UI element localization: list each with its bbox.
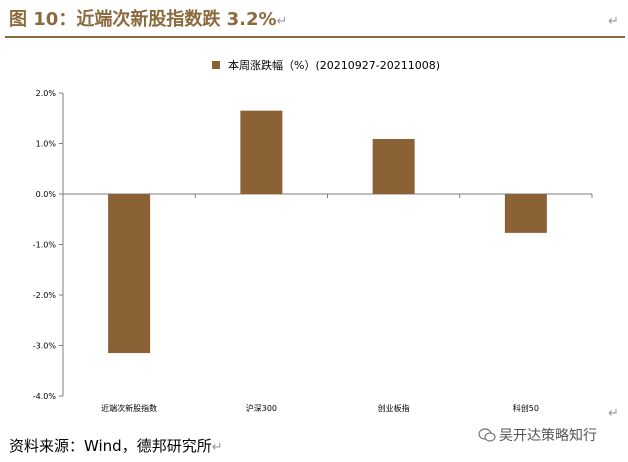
y-tick-label: -1.0% bbox=[33, 241, 57, 250]
y-tick-label: 0.0% bbox=[36, 190, 57, 199]
source-return-mark-icon: ↵ bbox=[211, 440, 223, 455]
source-text: 资料来源：Wind，德邦研究所 bbox=[9, 437, 212, 455]
figure-title-text: 图 10：近端次新股指数跌 3.2% bbox=[9, 9, 277, 30]
side-return-mark-icon: ↵ bbox=[608, 14, 619, 29]
side-return-mark-icon-2: ↵ bbox=[608, 406, 619, 421]
bar bbox=[372, 138, 415, 194]
x-tick-label: 沪深300 bbox=[246, 403, 277, 413]
legend-label: 本周涨跌幅（%）(20210927-20211008) bbox=[228, 58, 440, 72]
y-tick-label: -2.0% bbox=[33, 291, 57, 300]
figure-title: 图 10：近端次新股指数跌 3.2%↵ bbox=[9, 5, 287, 31]
legend: 本周涨跌幅（%）(20210927-20211008) bbox=[212, 58, 440, 72]
legend-swatch bbox=[212, 61, 220, 69]
return-mark-icon: ↵ bbox=[276, 14, 288, 29]
bar-layer bbox=[108, 110, 547, 354]
y-tick-label: -4.0% bbox=[33, 392, 57, 401]
watermark: 吴开达策略知行 bbox=[478, 425, 597, 445]
wechat-icon bbox=[478, 428, 496, 442]
bar bbox=[108, 194, 151, 354]
title-divider bbox=[5, 36, 625, 38]
bar-chart: 2.0% 1.0% 0.0% -1.0% -2.0% -3.0% -4.0% 近端次新股指数 沪… bbox=[33, 58, 593, 413]
x-tick-label: 近端次新股指数 bbox=[101, 403, 157, 413]
source-note: 资料来源：Wind，德邦研究所↵ bbox=[9, 435, 223, 456]
watermark-text: 吴开达策略知行 bbox=[499, 428, 597, 444]
y-tick-label: 1.0% bbox=[36, 140, 57, 149]
label-layer: 2.0% 1.0% 0.0% -1.0% -2.0% -3.0% -4.0% 近端次新股指数 沪… bbox=[33, 89, 539, 413]
x-tick-label: 科创50 bbox=[513, 403, 539, 413]
bar bbox=[504, 194, 547, 233]
bar bbox=[240, 110, 283, 194]
axis-layer bbox=[59, 92, 593, 397]
y-tick-label: -3.0% bbox=[33, 342, 57, 351]
x-tick-label: 创业板指 bbox=[378, 403, 410, 413]
y-tick-label: 2.0% bbox=[36, 89, 57, 98]
